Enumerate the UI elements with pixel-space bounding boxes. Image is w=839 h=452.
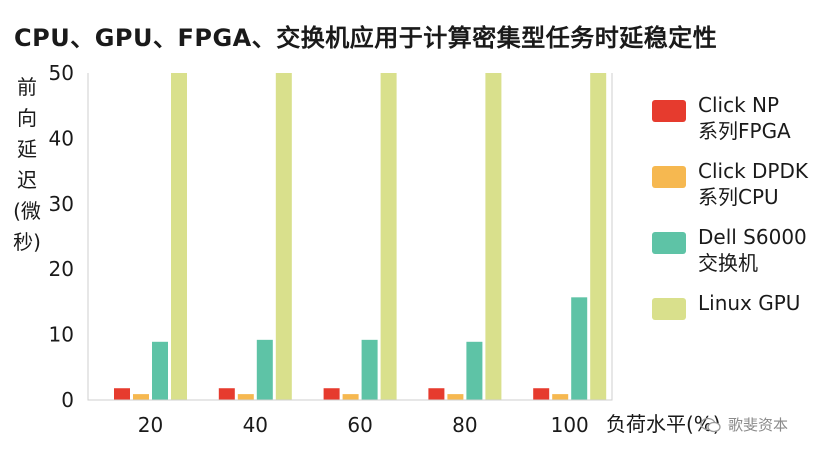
chart-title: CPU、GPU、FPGA、交换机应用于计算密集型任务时延稳定性 bbox=[14, 24, 718, 52]
wechat-icon bbox=[700, 417, 721, 432]
legend-label-switch: Dell S6000 交换机 bbox=[698, 225, 807, 275]
bar-cpu-100 bbox=[552, 394, 569, 400]
bar-gpu-60 bbox=[380, 73, 397, 400]
x-ticks-group: 20 40 60 80 100 bbox=[138, 413, 589, 437]
bar-cpu-20 bbox=[133, 394, 149, 400]
bars-group bbox=[114, 73, 607, 400]
bar-fpga-80 bbox=[428, 388, 445, 400]
y-tick-label: 40 bbox=[49, 126, 74, 150]
legend-label-gpu: Linux GPU bbox=[698, 291, 801, 315]
legend-item-fpga: Click NP 系列FPGA bbox=[652, 92, 832, 144]
bar-gpu-20 bbox=[171, 73, 187, 400]
y-tick-label: 20 bbox=[49, 257, 74, 281]
bar-switch-100 bbox=[571, 297, 588, 400]
bar-switch-40 bbox=[256, 339, 273, 400]
legend-item-cpu: Click DPDK 系列CPU bbox=[652, 158, 832, 210]
x-tick-label: 100 bbox=[551, 413, 589, 437]
bar-fpga-20 bbox=[114, 388, 130, 400]
bar-cpu-40 bbox=[237, 394, 254, 400]
bar-switch-80 bbox=[466, 341, 483, 400]
bar-gpu-80 bbox=[485, 73, 502, 400]
bar-gpu-40 bbox=[275, 73, 292, 400]
legend-item-switch: Dell S6000 交换机 bbox=[652, 224, 832, 276]
legend-label-fpga: Click NP 系列FPGA bbox=[698, 93, 791, 143]
x-tick-label: 80 bbox=[452, 413, 477, 437]
x-tick-label: 20 bbox=[138, 413, 163, 437]
bar-gpu-100 bbox=[590, 73, 607, 400]
y-tick-label: 10 bbox=[49, 323, 74, 347]
bar-fpga-40 bbox=[218, 388, 235, 400]
y-tick-label: 0 bbox=[61, 388, 74, 412]
bar-fpga-100 bbox=[533, 388, 550, 400]
legend: Click NP 系列FPGA Click DPDK 系列CPU Dell S6… bbox=[652, 92, 832, 334]
y-ticks-group: 0 10 20 30 40 50 bbox=[49, 61, 74, 412]
bar-cpu-80 bbox=[447, 394, 464, 400]
x-tick-label: 60 bbox=[347, 413, 372, 437]
bar-fpga-60 bbox=[323, 388, 340, 400]
bar-switch-20 bbox=[152, 341, 168, 400]
watermark-text: 歌斐资本 bbox=[728, 416, 789, 434]
legend-label-cpu: Click DPDK 系列CPU bbox=[698, 159, 808, 209]
plot-frame bbox=[87, 73, 613, 401]
legend-item-gpu: Linux GPU bbox=[652, 290, 832, 320]
legend-swatch-gpu bbox=[652, 298, 686, 320]
legend-swatch-switch bbox=[652, 232, 686, 254]
bar-switch-60 bbox=[361, 339, 378, 400]
bar-cpu-60 bbox=[342, 394, 359, 400]
watermark: 歌斐资本 bbox=[700, 414, 788, 435]
y-tick-label: 30 bbox=[49, 192, 74, 216]
y-axis-label: 前向延迟(微秒) bbox=[13, 75, 41, 254]
x-tick-label: 40 bbox=[243, 413, 268, 437]
legend-swatch-fpga bbox=[652, 100, 686, 122]
y-tick-label: 50 bbox=[49, 61, 74, 85]
legend-swatch-cpu bbox=[652, 166, 686, 188]
